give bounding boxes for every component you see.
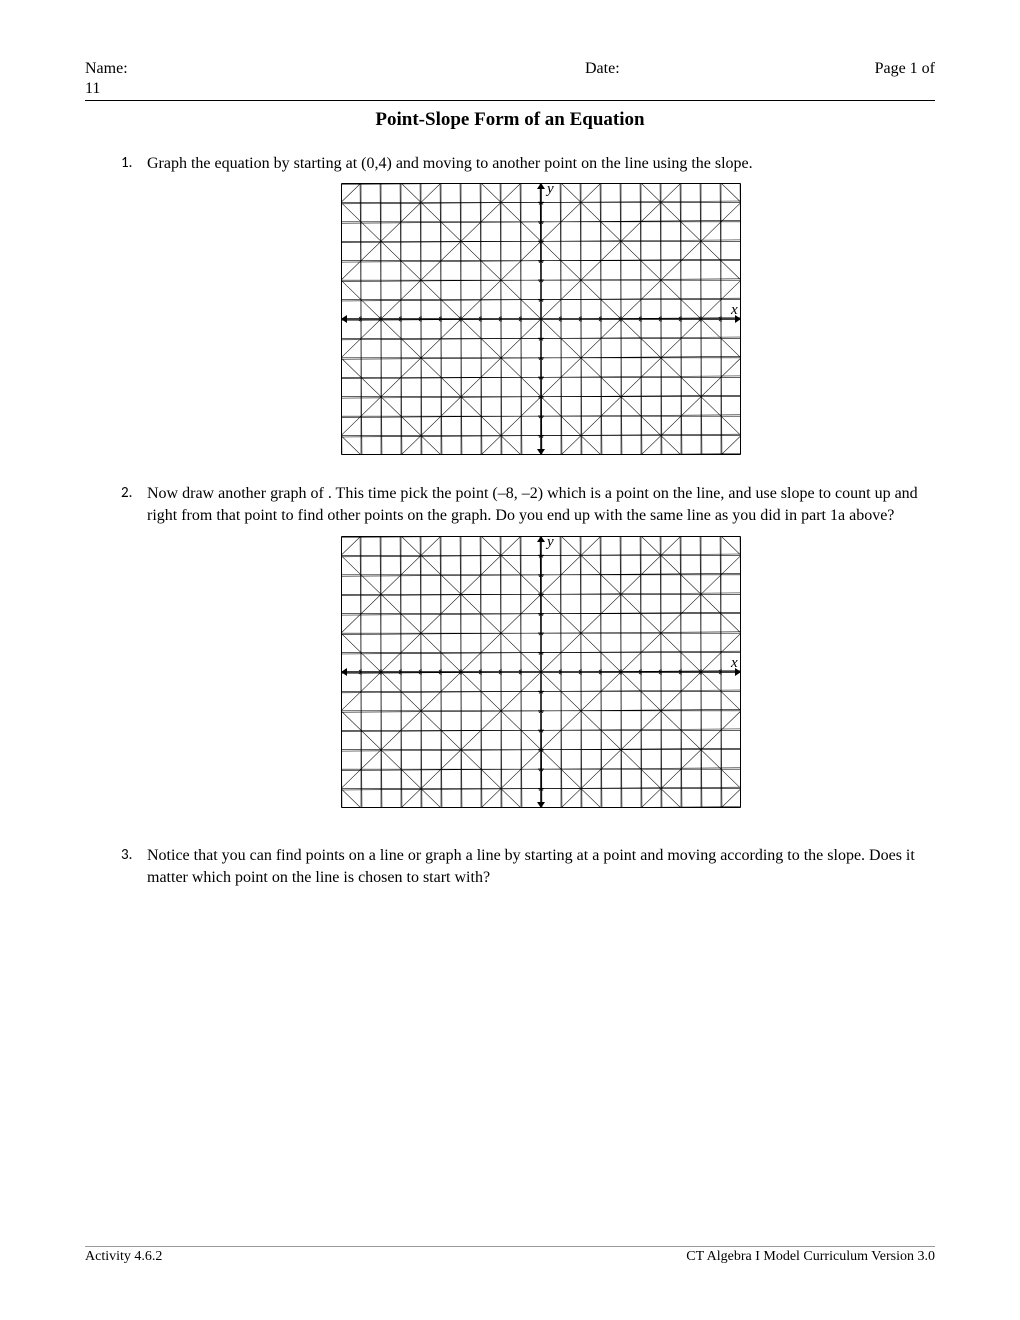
svg-text:x: x xyxy=(730,655,738,671)
q3-text: Notice that you can find points on a lin… xyxy=(147,847,915,886)
q1-num: 1. xyxy=(121,153,132,174)
question-2: 2. Now draw another graph of . This time… xyxy=(125,483,935,815)
page-prefix: Page xyxy=(875,60,910,77)
footer-rule xyxy=(85,1246,935,1247)
page-label: Page 1 of xyxy=(785,60,935,78)
coordinate-grid-2: yx xyxy=(341,536,741,808)
footer-right: CT Algebra I Model Curriculum Version 3.… xyxy=(686,1249,935,1265)
q3-num: 3. xyxy=(121,845,132,866)
date-label: Date: xyxy=(585,60,785,78)
question-1: 1. Graph the equation by starting at (0,… xyxy=(125,153,935,463)
footer-left: Activity 4.6.2 xyxy=(85,1249,162,1265)
coordinate-grid-1: yx xyxy=(341,183,741,455)
page-footer: Activity 4.6.2 CT Algebra I Model Curric… xyxy=(85,1246,935,1265)
page-suffix: of xyxy=(918,60,935,77)
page-current: 1 xyxy=(910,60,918,77)
graph-2: yx xyxy=(147,536,935,815)
name-label: Name: xyxy=(85,60,585,78)
svg-text:x: x xyxy=(730,302,738,318)
page-title: Point-Slope Form of an Equation xyxy=(85,109,935,131)
q1-text: Graph the equation by starting at (0,4) … xyxy=(147,155,753,172)
page-total: 11 xyxy=(85,80,935,98)
q2-num: 2. xyxy=(121,483,132,504)
q2-text: Now draw another graph of . This time pi… xyxy=(147,485,918,524)
graph-1: yx xyxy=(147,183,935,462)
svg-text:y: y xyxy=(545,183,554,197)
question-3: 3. Notice that you can find points on a … xyxy=(125,845,935,890)
page-header: Name: Date: Page 1 of 11 xyxy=(85,60,935,101)
svg-text:y: y xyxy=(545,536,554,550)
questions-list: 1. Graph the equation by starting at (0,… xyxy=(85,153,935,890)
header-rule xyxy=(85,100,935,101)
